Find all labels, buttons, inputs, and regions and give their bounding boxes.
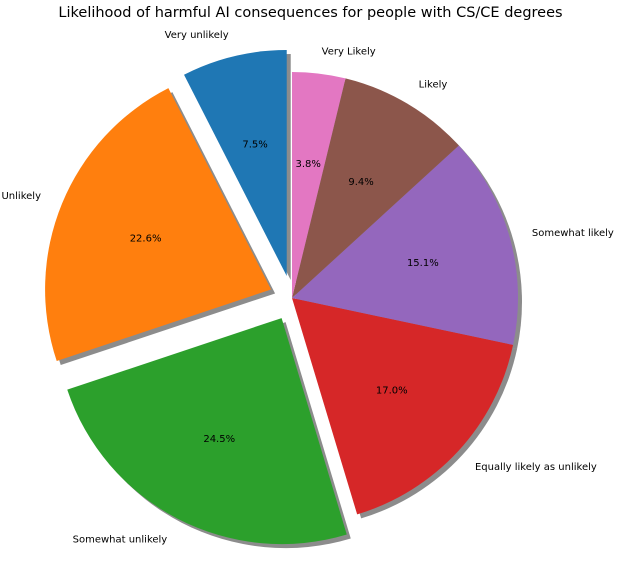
pct-label-equally-likely-as-unlikely: 17.0% [376,385,408,396]
chart-title: Likelihood of harmful AI consequences fo… [58,5,563,21]
slice-very-likely [292,72,346,298]
category-label-likely: Likely [419,80,448,91]
category-label-somewhat-unlikely: Somewhat unlikely [73,534,168,545]
category-label-unlikely: Unlikely [1,191,41,202]
category-label-somewhat-likely: Somewhat likely [532,228,614,239]
category-label-very-likely: Very Likely [322,47,376,58]
category-label-equally-likely-as-unlikely: Equally likely as unlikely [475,462,597,473]
pct-label-unlikely: 22.6% [130,234,162,245]
slice-somewhat-likely [292,145,518,345]
slice-likely [292,78,459,298]
category-label-very-unlikely: Very unlikely [165,30,229,41]
pct-label-somewhat-likely: 15.1% [407,258,439,269]
pct-label-very-likely: 3.8% [295,159,320,170]
pct-label-very-unlikely: 7.5% [242,140,267,151]
slice-unlikely [45,88,272,362]
slice-equally-likely-as-unlikely [292,298,514,515]
slice-somewhat-unlikely [67,318,347,545]
pie-slices [45,50,518,545]
pct-label-somewhat-unlikely: 24.5% [203,434,235,445]
pct-label-likely: 9.4% [348,177,373,188]
slice-very-unlikely [184,50,287,277]
